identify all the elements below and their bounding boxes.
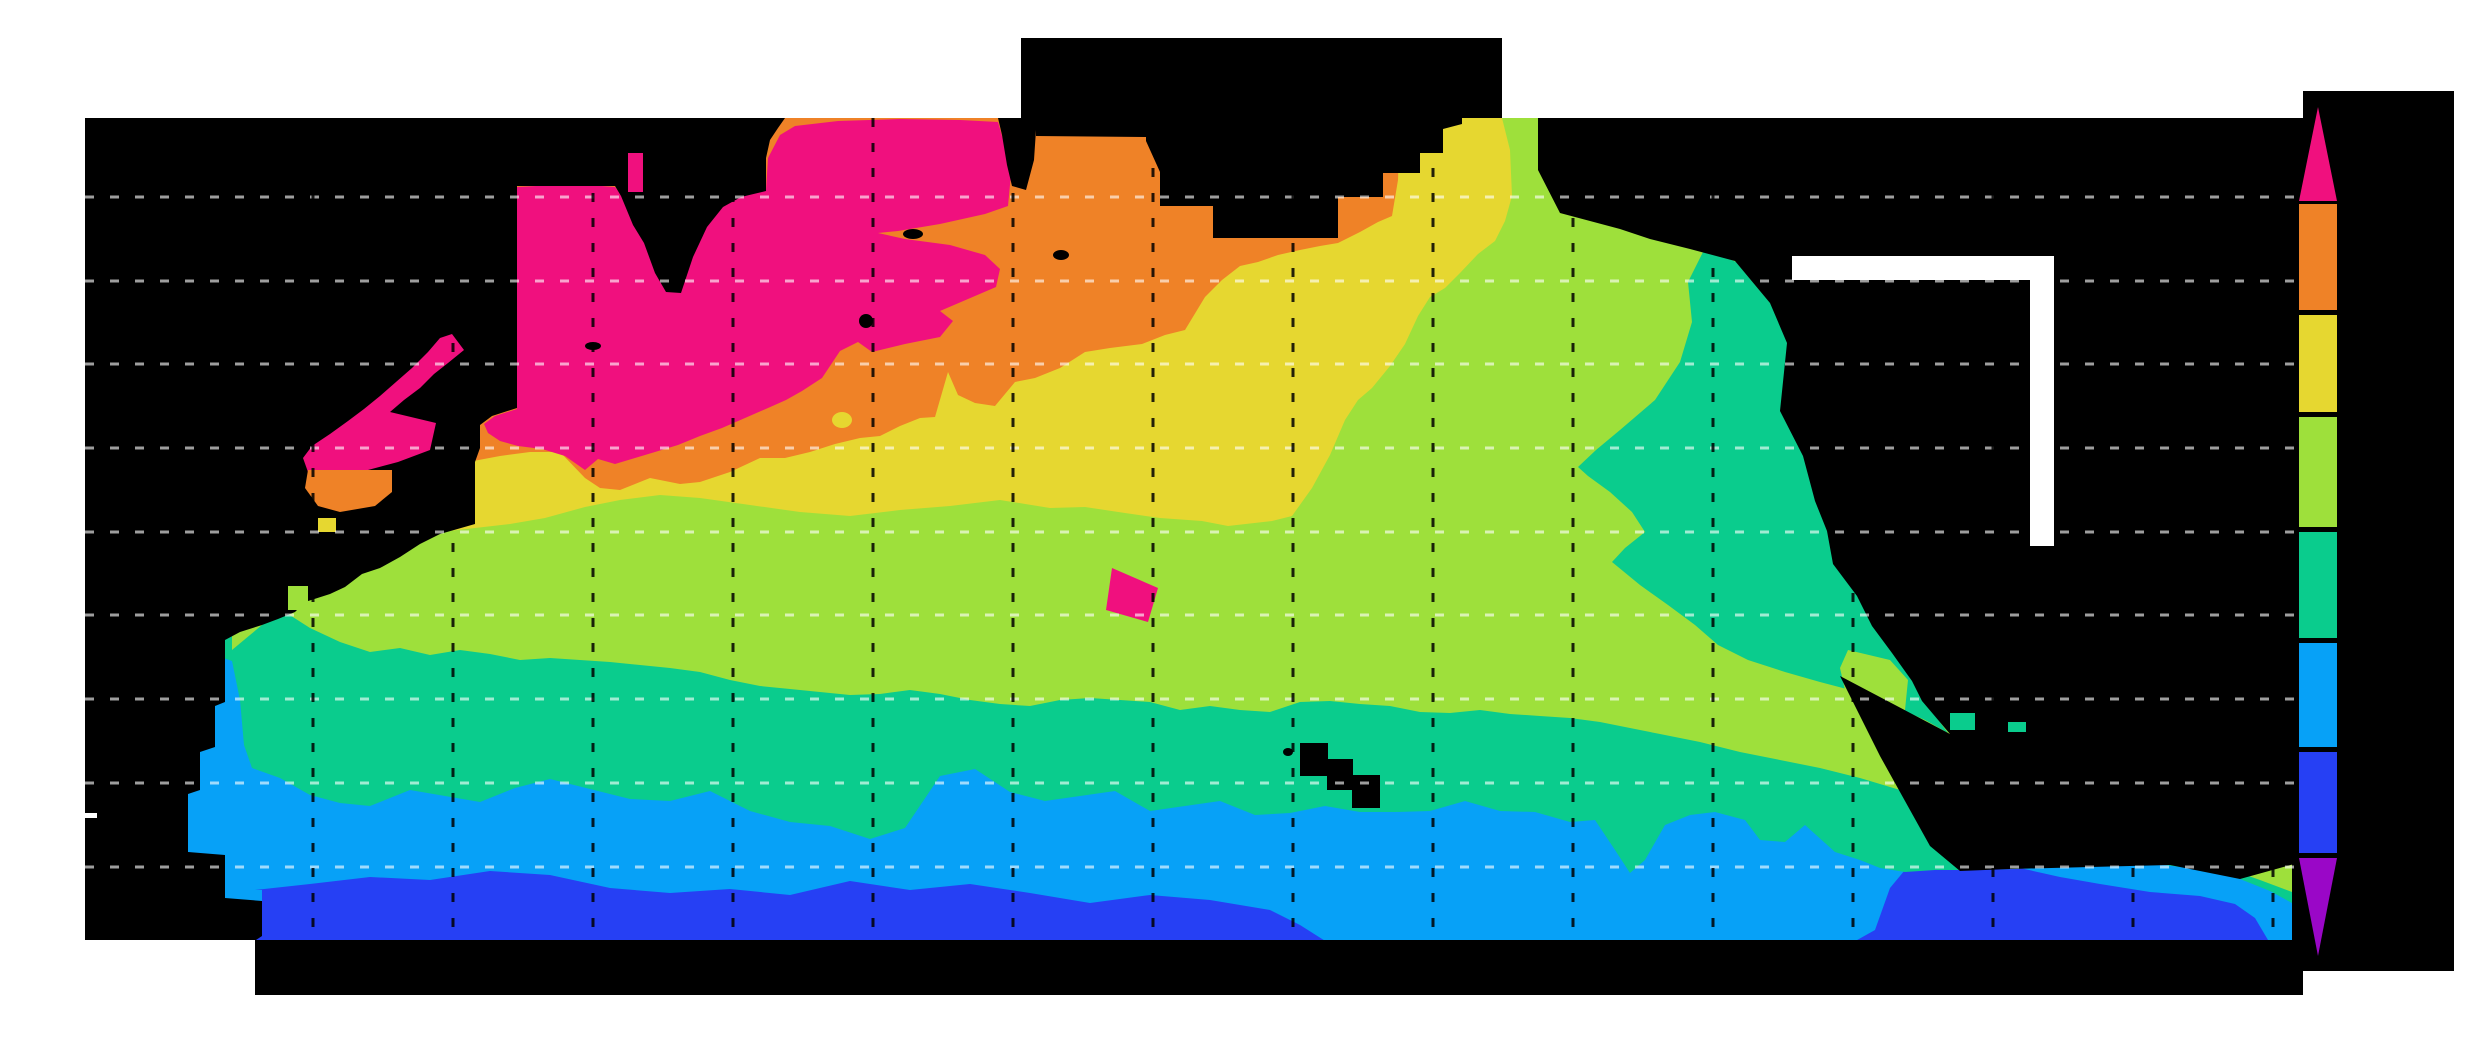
nodata-dot-3: [1053, 250, 1069, 260]
colorbar-segment-4: [2299, 532, 2337, 638]
green-isolated-block: [288, 586, 308, 610]
colorbar-segment-1: [2299, 204, 2337, 310]
colorbar-segment-6: [2299, 752, 2337, 853]
magenta-diagonal-band: [303, 334, 464, 473]
colorbar-extend-upper: [2299, 107, 2337, 201]
nodata-notch-right-of-magenta: [998, 118, 1036, 190]
green-bit-2: [2008, 722, 2026, 732]
gridlines-horizontal: [85, 195, 2305, 869]
contour-layers: [85, 118, 2305, 940]
nodata-top-right: [1538, 118, 2305, 734]
yellow-fringe-dot: [318, 518, 336, 532]
nodata-dot-1: [903, 229, 923, 239]
nodata-block-3: [1352, 775, 1380, 808]
y-axis-tick: [85, 813, 97, 818]
nodata-dot-2: [859, 314, 873, 328]
contour-region-magenta: [484, 119, 1011, 470]
xtick-label-band: [255, 940, 2303, 995]
nodata-bottom-right-wedge: [1840, 676, 2305, 879]
magenta-lobe: [1106, 568, 1158, 622]
colorbar-segment-3: [2299, 417, 2337, 527]
yellow-inclusion: [832, 412, 852, 428]
nodata-left: [85, 118, 517, 940]
title-box: [1021, 38, 1502, 118]
nodata-block-1: [1300, 743, 1328, 776]
nodata-top-center: [1036, 118, 1462, 238]
bracket-annotation-vertical: [2030, 256, 2054, 546]
nodata-block-2: [1327, 759, 1353, 790]
green-bit-1: [1950, 713, 1975, 730]
contour-region-teal-right: [1578, 248, 1948, 733]
nodata-v-notch: [510, 118, 785, 293]
colorbar-segment-2: [2299, 315, 2337, 412]
bracket-annotation-horizontal: [1792, 256, 2048, 280]
colorbar-extend-lower: [2299, 858, 2337, 956]
magenta-island-strip: [628, 153, 643, 192]
colorbar-segment-5: [2299, 643, 2337, 747]
nodata-dot-5: [1283, 748, 1293, 756]
orange-fringe: [305, 470, 392, 512]
